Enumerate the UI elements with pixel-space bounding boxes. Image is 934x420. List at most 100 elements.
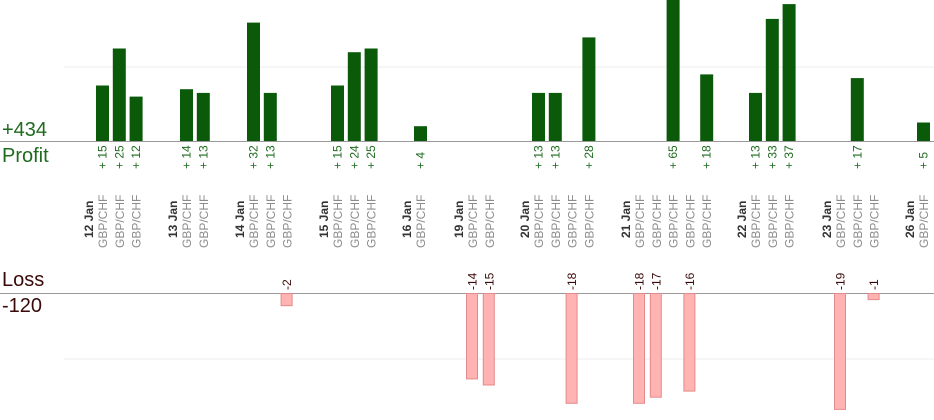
profit-bar: [331, 85, 344, 141]
pair-label: GBP/CHF: [749, 195, 763, 248]
profit-bar: [666, 0, 680, 141]
loss-value-label: -14: [466, 272, 480, 290]
profit-bar: [180, 89, 193, 141]
loss-bar: [565, 293, 578, 404]
loss-value-label: -16: [683, 272, 697, 290]
pair-label: GBP/CHF: [365, 195, 379, 248]
profit-bar: [263, 92, 277, 141]
profit-bar: [850, 78, 864, 141]
profit-value-label: + 28: [582, 145, 596, 169]
date-label: 15 Jan: [317, 201, 331, 238]
loss-bar: [633, 293, 645, 404]
loss-total: -120: [2, 295, 43, 317]
pair-label: GBP/CHF: [667, 195, 681, 248]
loss-bar: [482, 293, 495, 386]
profit-value-label: + 4: [414, 152, 428, 169]
profit-label: Profit: [2, 145, 49, 167]
pair-label: GBP/CHF: [466, 195, 480, 248]
date-label: 16 Jan: [400, 201, 414, 238]
pair-label: GBP/CHF: [281, 195, 295, 248]
loss-value-label: -2: [280, 279, 294, 290]
loss-bar: [280, 293, 293, 307]
pair-label: GBP/CHF: [683, 195, 697, 248]
profit-bar: [247, 22, 260, 142]
date-label: 26 Jan: [903, 201, 917, 238]
pair-label: GBP/CHF: [868, 195, 882, 248]
pair-label: GBP/CHF: [113, 195, 127, 248]
profit-bar: [700, 74, 714, 141]
pair-label: GBP/CHF: [264, 195, 278, 248]
profit-value-label: + 15: [96, 145, 110, 169]
profit-value-label: + 25: [364, 145, 378, 169]
profit-value-label: + 65: [666, 145, 680, 169]
pair-label: GBP/CHF: [783, 195, 797, 248]
pair-label: GBP/CHF: [130, 195, 144, 248]
date-label: 19 Jan: [452, 201, 466, 238]
profit-value-label: + 17: [850, 145, 864, 169]
pair-label: GBP/CHF: [96, 195, 110, 248]
loss-bar: [834, 293, 846, 410]
loss-bar: [683, 293, 696, 392]
pair-label: GBP/CHF: [700, 195, 714, 248]
pair-label: GBP/CHF: [766, 195, 780, 248]
profit-value-label: + 5: [917, 152, 931, 169]
pair-label: GBP/CHF: [483, 195, 497, 248]
profit-bar: [917, 122, 930, 141]
profit-value-label: + 13: [532, 145, 546, 169]
pair-label: GBP/CHF: [851, 195, 865, 248]
loss-bar: [466, 293, 478, 380]
pair-label: GBP/CHF: [331, 195, 345, 248]
profit-bar: [364, 48, 378, 141]
profit-value-label: + 15: [331, 145, 345, 169]
pair-label: GBP/CHF: [917, 195, 931, 248]
pair-label: GBP/CHF: [549, 195, 563, 248]
loss-value-label: -1: [867, 279, 881, 290]
profit-bar: [414, 126, 427, 141]
loss-value-label: -18: [565, 272, 579, 290]
profit-value-label: + 13: [548, 145, 562, 169]
profit-bar: [582, 37, 596, 141]
pair-label: GBP/CHF: [633, 195, 647, 248]
loss-bar: [649, 293, 662, 398]
date-label: 21 Jan: [619, 201, 633, 238]
pair-label: GBP/CHF: [582, 195, 596, 248]
loss-value-label: -17: [649, 272, 663, 290]
profit-value-label: + 18: [700, 145, 714, 169]
profit-bar: [347, 52, 361, 142]
profit-total: +434: [2, 119, 48, 141]
profit-value-label: + 13: [196, 145, 210, 169]
pair-label: GBP/CHF: [348, 195, 362, 248]
date-label: 20 Jan: [518, 201, 532, 238]
profit-bar: [782, 4, 796, 141]
profit-bar: [129, 96, 143, 141]
profit-value-label: + 24: [347, 145, 361, 169]
profit-value-label: + 25: [112, 145, 126, 169]
profit-bar: [548, 92, 562, 141]
pair-label: GBP/CHF: [834, 195, 848, 248]
profit-bar: [112, 48, 126, 141]
profit-bar: [532, 92, 545, 141]
pair-label: GBP/CHF: [247, 195, 261, 248]
date-label: 13 Jan: [166, 201, 180, 238]
date-label: 12 Jan: [82, 201, 96, 238]
profit-bar: [765, 18, 779, 141]
profit-value-label: + 37: [782, 145, 796, 169]
pair-label: GBP/CHF: [197, 195, 211, 248]
loss-bar: [867, 293, 880, 301]
pair-label: GBP/CHF: [532, 195, 546, 248]
profit-bar: [196, 92, 210, 141]
loss-value-label: -18: [633, 272, 647, 290]
pair-label: GBP/CHF: [414, 195, 428, 248]
pair-label: GBP/CHF: [650, 195, 664, 248]
loss-label: Loss: [2, 269, 45, 291]
profit-value-label: + 14: [180, 145, 194, 169]
profit-value-label: + 33: [765, 145, 779, 169]
profit-value-label: + 12: [129, 145, 143, 169]
date-label: 22 Jan: [735, 201, 749, 238]
loss-value-label: -15: [482, 272, 496, 290]
loss-value-label: -19: [834, 272, 848, 290]
pair-label: GBP/CHF: [180, 195, 194, 248]
profit-value-label: + 32: [247, 145, 261, 169]
pair-label: GBP/CHF: [566, 195, 580, 248]
